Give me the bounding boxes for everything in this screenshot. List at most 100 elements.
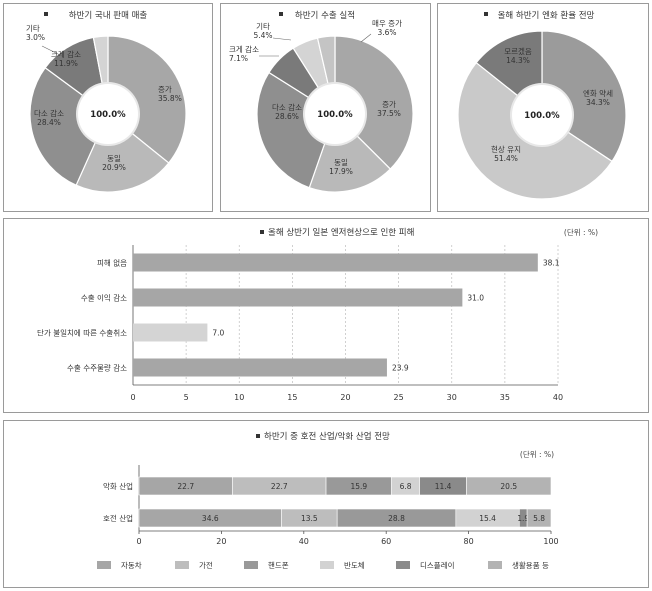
- bar: [133, 323, 208, 342]
- bar-value-label: 7.0: [212, 329, 224, 338]
- x-tick-label: 20: [216, 537, 226, 546]
- legend-swatch: [488, 561, 502, 569]
- x-tick-label: 0: [130, 393, 135, 402]
- segment-value-label: 22.7: [271, 482, 288, 491]
- pie-panel-domestic-sales: 하반기 국내 판매 매출 100.0% 증가 35.8% 동일 20.9% 다소 감소 28…: [3, 3, 213, 212]
- segment-value-label: 34.6: [202, 514, 219, 523]
- segment-value-label: 20.5: [500, 482, 517, 491]
- pie-slice-value: 28.4%: [37, 118, 61, 127]
- category-label: 피해 없음: [97, 258, 127, 268]
- pie-slice-value: 7.1%: [229, 54, 248, 63]
- x-tick-label: 60: [381, 537, 391, 546]
- legend-label: 디스플레이: [420, 560, 455, 570]
- bar-panel-industry-outlook: 하반기 중 호전 산업/악화 산업 전망 (단위 : %) 0 20 40 60 80 1…: [3, 420, 649, 588]
- pie-slice: [256, 71, 336, 189]
- pie-slice-label: 동일: [107, 154, 121, 163]
- legend-label: 반도체: [344, 560, 365, 570]
- chart-title: 하반기 중 호전 산업/악화 산업 전망: [264, 431, 390, 442]
- pie-slice-value: 51.4%: [494, 154, 518, 163]
- x-tick-label: 25: [394, 393, 404, 402]
- pie-slice-label: 크게 감소: [229, 44, 259, 54]
- pie-slice-label: 매우 증가: [372, 19, 402, 28]
- donut-hole: [512, 85, 572, 145]
- category-label: 수출 이익 감소: [81, 293, 127, 303]
- x-tick-label: 10: [234, 393, 244, 402]
- legend-label: 자동차: [121, 561, 142, 570]
- pie-title: 하반기 국내 판매 매출: [69, 10, 148, 21]
- pie-center-label: 100.0%: [524, 111, 560, 121]
- segment-value-label: 15.9: [350, 482, 367, 491]
- x-tick-label: 15: [287, 393, 297, 402]
- pie-slice-value: 3.0%: [26, 33, 45, 42]
- bar-value-label: 38.1: [543, 259, 560, 268]
- pie-slice-value: 35.8%: [158, 94, 182, 103]
- legend-swatch: [320, 561, 334, 569]
- segment-value-label: 13.5: [301, 514, 318, 523]
- legend-label: 핸드폰: [268, 560, 289, 570]
- pie-slice-label: 기타: [26, 24, 40, 33]
- legend-label: 가전: [199, 560, 213, 570]
- legend-swatch: [396, 561, 410, 569]
- x-tick-label: 5: [184, 393, 189, 402]
- stacked-bar-chart-industry-outlook: 하반기 중 호전 산업/악화 산업 전망 (단위 : %) 0 20 40 60 80 1…: [97, 431, 559, 570]
- x-tick-label: 80: [464, 537, 474, 546]
- pie-slice-value: 20.9%: [102, 163, 126, 172]
- legend-label: 생활용품 등: [512, 560, 549, 570]
- pie-slice-label: 기타: [256, 22, 270, 31]
- pie-slice: [107, 35, 187, 164]
- pie-slice-label: 증가: [158, 85, 172, 94]
- segment-value-label: 28.8: [388, 514, 405, 523]
- pie-slice-label: 현상 유지: [491, 144, 521, 154]
- pie-slice-value: 28.6%: [275, 112, 299, 121]
- pie-title-bullet: [279, 12, 283, 16]
- x-tick-label: 40: [553, 393, 563, 402]
- segment-value-label: 11.4: [435, 482, 452, 491]
- bar: [133, 288, 463, 307]
- segment-value-label: 6.8: [400, 482, 412, 491]
- bar: [133, 253, 538, 272]
- pie-slice-value: 11.9%: [54, 59, 78, 68]
- donut-hole: [78, 84, 138, 144]
- bar: [133, 358, 387, 377]
- pie-title-bullet: [44, 12, 48, 16]
- segment-value-label: 1.9: [517, 514, 529, 523]
- pie-slice: [29, 66, 109, 186]
- pie-panel-yen-outlook: 올해 하반기 엔화 환율 전망 100.0% 엔화 약세 34.3% 현상 유지 51.…: [437, 3, 649, 212]
- legend-swatch: [244, 561, 258, 569]
- x-tick-label: 100: [543, 537, 558, 546]
- x-tick-label: 20: [340, 393, 350, 402]
- pie-title: 하반기 수출 실적: [295, 10, 355, 21]
- pie-slice-value: 3.6%: [377, 28, 396, 37]
- segment-value-label: 15.4: [479, 514, 496, 523]
- segment-value-label: 22.7: [177, 482, 194, 491]
- pie-slice-value: 17.9%: [329, 167, 353, 176]
- chart-title: 올해 상반기 일본 엔저현상으로 인한 피해: [268, 227, 414, 238]
- pie-slice-label: 엔화 약세: [583, 88, 613, 98]
- stacked-bar-segment: [466, 476, 552, 496]
- pie-slice-label: 다소 감소: [272, 102, 302, 112]
- stacked-bar-segment: [526, 508, 552, 528]
- pie-slice-label: 동일: [334, 158, 348, 167]
- category-label: 단가 불일치에 따른 수출취소: [37, 328, 127, 338]
- x-tick-label: 0: [136, 537, 141, 546]
- bar-value-label: 23.9: [392, 364, 409, 373]
- pie-slice-label: 크게 감소: [51, 49, 81, 59]
- legend-swatch: [97, 561, 111, 569]
- pie-slice-value: 14.3%: [506, 56, 530, 65]
- bar-panel-yen-damage: 올해 상반기 일본 엔저현상으로 인한 피해 (단위 : %) 0 5 10 15 20…: [3, 218, 649, 413]
- category-label: 호전 산업: [103, 513, 133, 523]
- donut-hole: [305, 84, 365, 144]
- pie-slice: [75, 113, 170, 193]
- pie-slice-label: 다소 감소: [34, 108, 64, 118]
- pie-center-label: 100.0%: [317, 110, 353, 120]
- x-tick-label: 35: [500, 393, 510, 402]
- chart-title-bullet: [260, 230, 264, 234]
- pie-slice: [334, 35, 414, 170]
- pie-panel-export-results: 하반기 수출 실적 100.0% 증가 37.5% 동일 17.9% 다소 감소 28.6%…: [220, 3, 431, 212]
- unit-label: (단위 : %): [520, 449, 554, 459]
- unit-label: (단위 : %): [564, 227, 598, 237]
- pie-leader-line: [41, 45, 63, 57]
- legend-swatch: [175, 561, 189, 569]
